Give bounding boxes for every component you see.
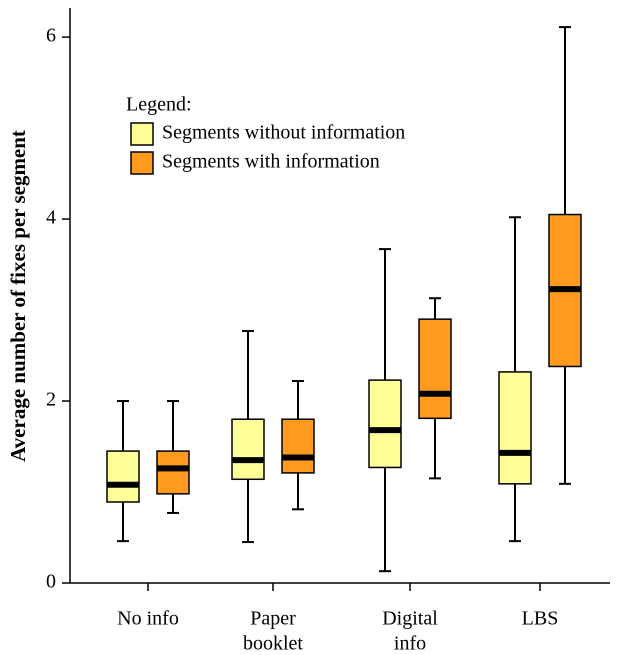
box <box>106 450 140 503</box>
box <box>498 371 532 485</box>
box <box>418 318 452 420</box>
legend-label: Segments without information <box>162 122 405 144</box>
y-tick-label: 0 <box>46 571 56 593</box>
y-tick-label: 4 <box>46 207 56 229</box>
x-tick-label: Paper <box>250 608 296 630</box>
y-tick-label: 6 <box>46 25 56 47</box>
box <box>281 418 315 474</box>
legend-swatch <box>130 151 154 175</box>
box <box>368 379 402 469</box>
y-axis-label: Average number of fixes per segment <box>6 130 30 462</box>
legend-label: Segments with information <box>162 151 380 173</box>
box <box>156 450 190 495</box>
legend-swatch <box>130 122 154 146</box>
box <box>231 418 265 481</box>
x-tick-label: LBS <box>522 608 559 630</box>
y-tick-label: 2 <box>46 389 56 411</box>
legend-title: Legend: <box>126 94 192 116</box>
x-tick-label: booklet <box>243 633 303 655</box>
x-tick-label: info <box>394 633 426 655</box>
x-tick-label: No info <box>117 608 179 630</box>
x-tick-label: Digital <box>382 608 438 630</box>
